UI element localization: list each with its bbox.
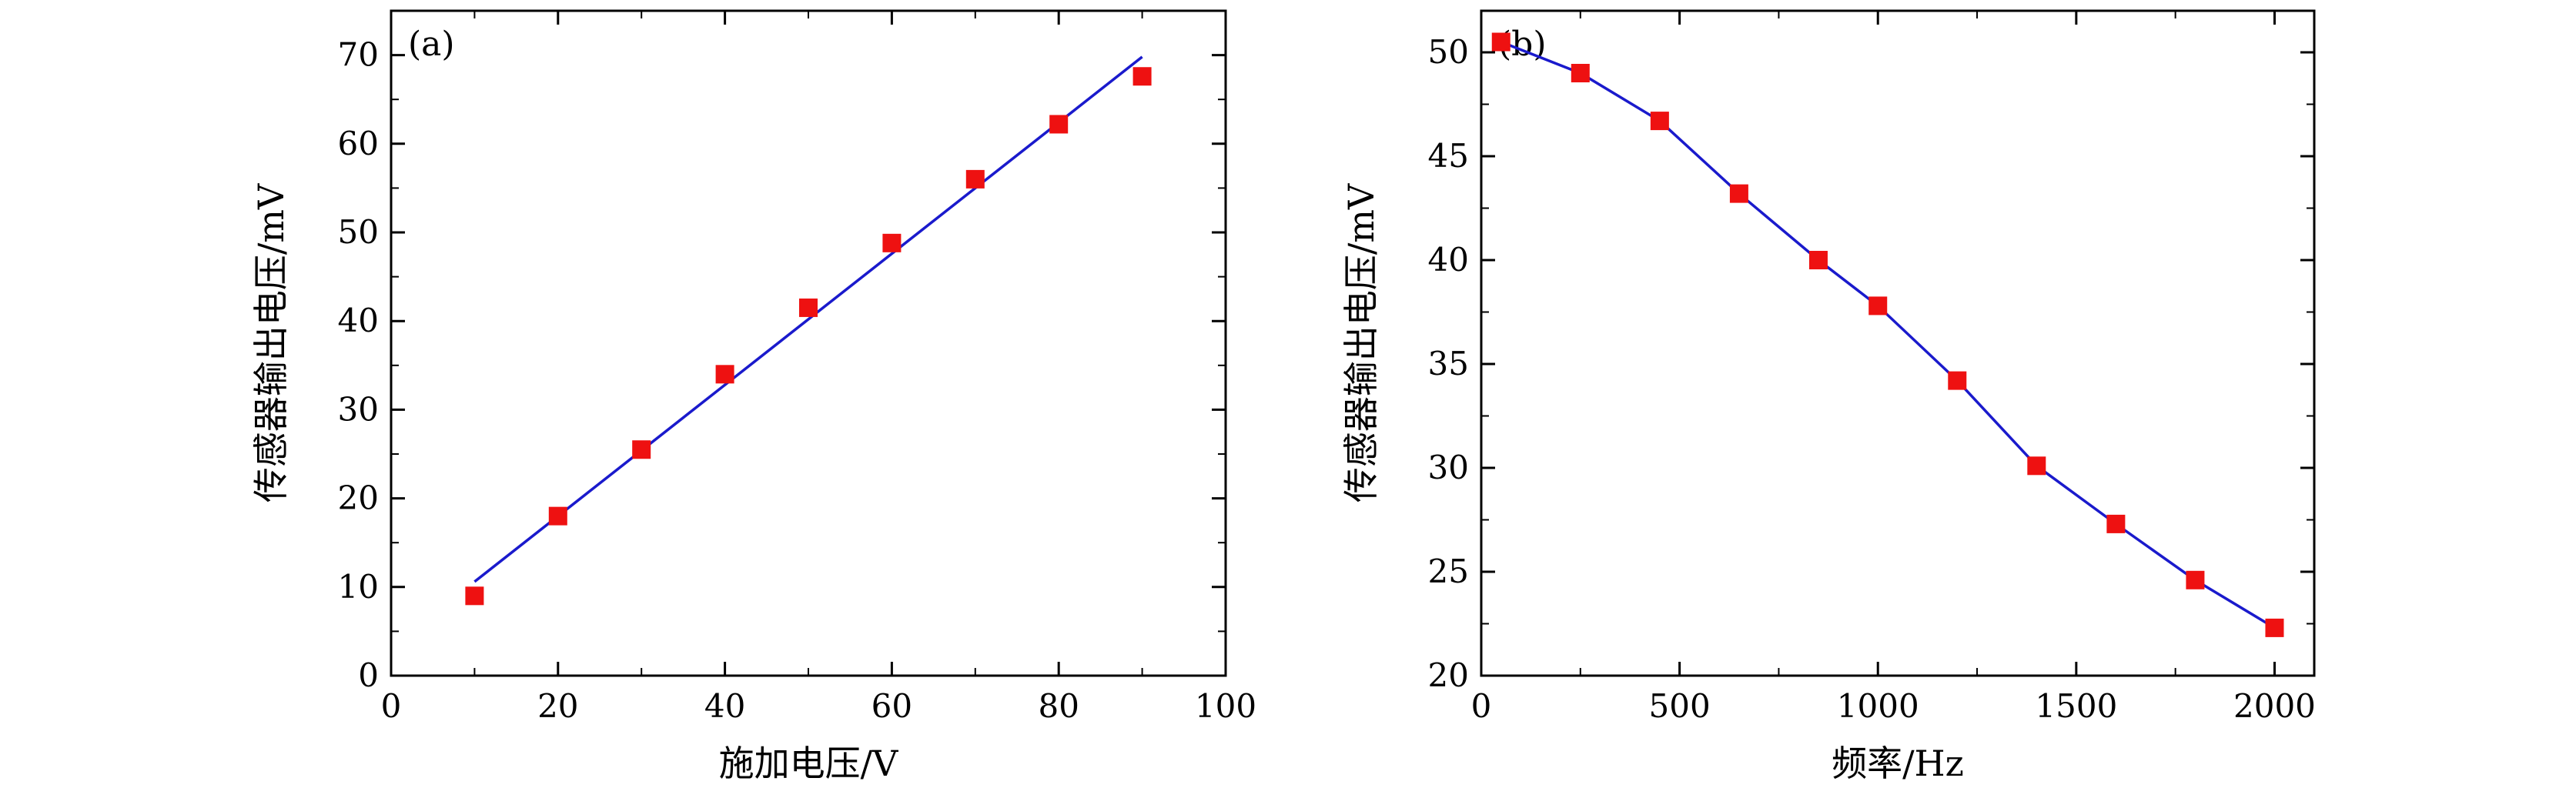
panel-b-x-tick-label: 1000 — [1837, 687, 1919, 725]
panel-a-data-point — [715, 365, 734, 384]
panel-b-x-tick-label: 2000 — [2233, 687, 2316, 725]
panel-b-data-point — [2186, 570, 2205, 589]
panel-a-data-point — [465, 586, 484, 606]
panel-a-series-line — [473, 55, 1143, 583]
panel-a-y-axis-label: 传感器输出电压/mV — [250, 183, 292, 503]
panel-b-y-tick-label: 40 — [1428, 241, 1469, 279]
panel-a-data-point — [882, 233, 902, 252]
panel-a-data-point — [632, 440, 651, 459]
panel-a-data-point — [799, 298, 818, 317]
panel-a-x-tick-label: 80 — [1038, 687, 1079, 725]
panel-a-data-point — [965, 169, 985, 189]
panel-b-data-point — [1571, 64, 1590, 82]
panel-a-x-axis-label: 施加电压/V — [719, 743, 898, 784]
panel-a-panel-label: (a) — [408, 25, 455, 64]
panel-a-y-tick-label: 0 — [358, 656, 379, 694]
panel-a-data-point — [548, 506, 567, 526]
panel-a-x-tick-label: 100 — [1195, 687, 1256, 725]
panel-b-data-point — [1868, 296, 1888, 316]
panel-a-data-point — [1132, 67, 1152, 86]
panel-b-y-axis-label: 传感器输出电压/mV — [1340, 183, 1382, 503]
panel-b-data-point — [1729, 184, 1748, 203]
panel-b-data-point — [2265, 618, 2284, 637]
panel-b-x-axis-label: 频率/Hz — [1832, 743, 1964, 784]
panel-a-chart: 0 20 40 60 80 100 0 10 20 30 40 50 60 70 施加电压/V 传感器输出电压… — [250, 9, 1256, 784]
panel-b-data-point — [1650, 112, 1669, 131]
panel-a-x-tick-label: 60 — [871, 687, 912, 725]
panel-b-data-point — [1948, 371, 1967, 390]
panel-a-y-tick-label: 70 — [338, 36, 379, 74]
panel-a-y-tick-label: 60 — [338, 125, 379, 162]
panel-b-chart: 0 500 1000 1500 2000 20 25 30 35 40 45 50 频率/Hz 传感器输出… — [1340, 9, 2316, 784]
panel-b-y-tick-label: 45 — [1428, 137, 1469, 175]
panel-a-x-tick-label: 0 — [381, 687, 402, 725]
panel-a-y-tick-label: 40 — [338, 302, 379, 339]
panel-a-x-tick-label: 20 — [537, 687, 578, 725]
panel-b-plot-frame — [1480, 9, 2316, 677]
panel-b-x-tick-label: 500 — [1649, 687, 1711, 725]
panel-b-series-line — [1500, 40, 2276, 629]
panel-b-y-tick-label: 20 — [1428, 656, 1469, 694]
panel-b-y-tick-label: 35 — [1428, 345, 1469, 382]
panel-b-data-point — [2106, 514, 2126, 533]
panel-a-y-tick-label: 10 — [338, 568, 379, 606]
panel-b-y-tick-label: 50 — [1428, 33, 1469, 71]
panel-a-plot-frame — [390, 9, 1227, 677]
panel-b-x-tick-label: 1500 — [2035, 687, 2117, 725]
panel-b-data-point — [1491, 32, 1510, 52]
panel-a-y-tick-label: 20 — [338, 479, 379, 517]
panel-a-y-tick-label: 50 — [338, 213, 379, 251]
panel-b-y-tick-label: 25 — [1428, 553, 1469, 590]
panel-b-x-tick-label: 0 — [1471, 687, 1492, 725]
panel-a-y-tick-label: 30 — [338, 390, 379, 428]
panel-b-y-tick-label: 30 — [1428, 449, 1469, 486]
panel-a-x-tick-label: 40 — [704, 687, 745, 725]
panel-b-data-point — [2027, 456, 2046, 476]
panel-b-data-point — [1808, 251, 1828, 269]
panel-a-data-point — [1049, 115, 1069, 134]
